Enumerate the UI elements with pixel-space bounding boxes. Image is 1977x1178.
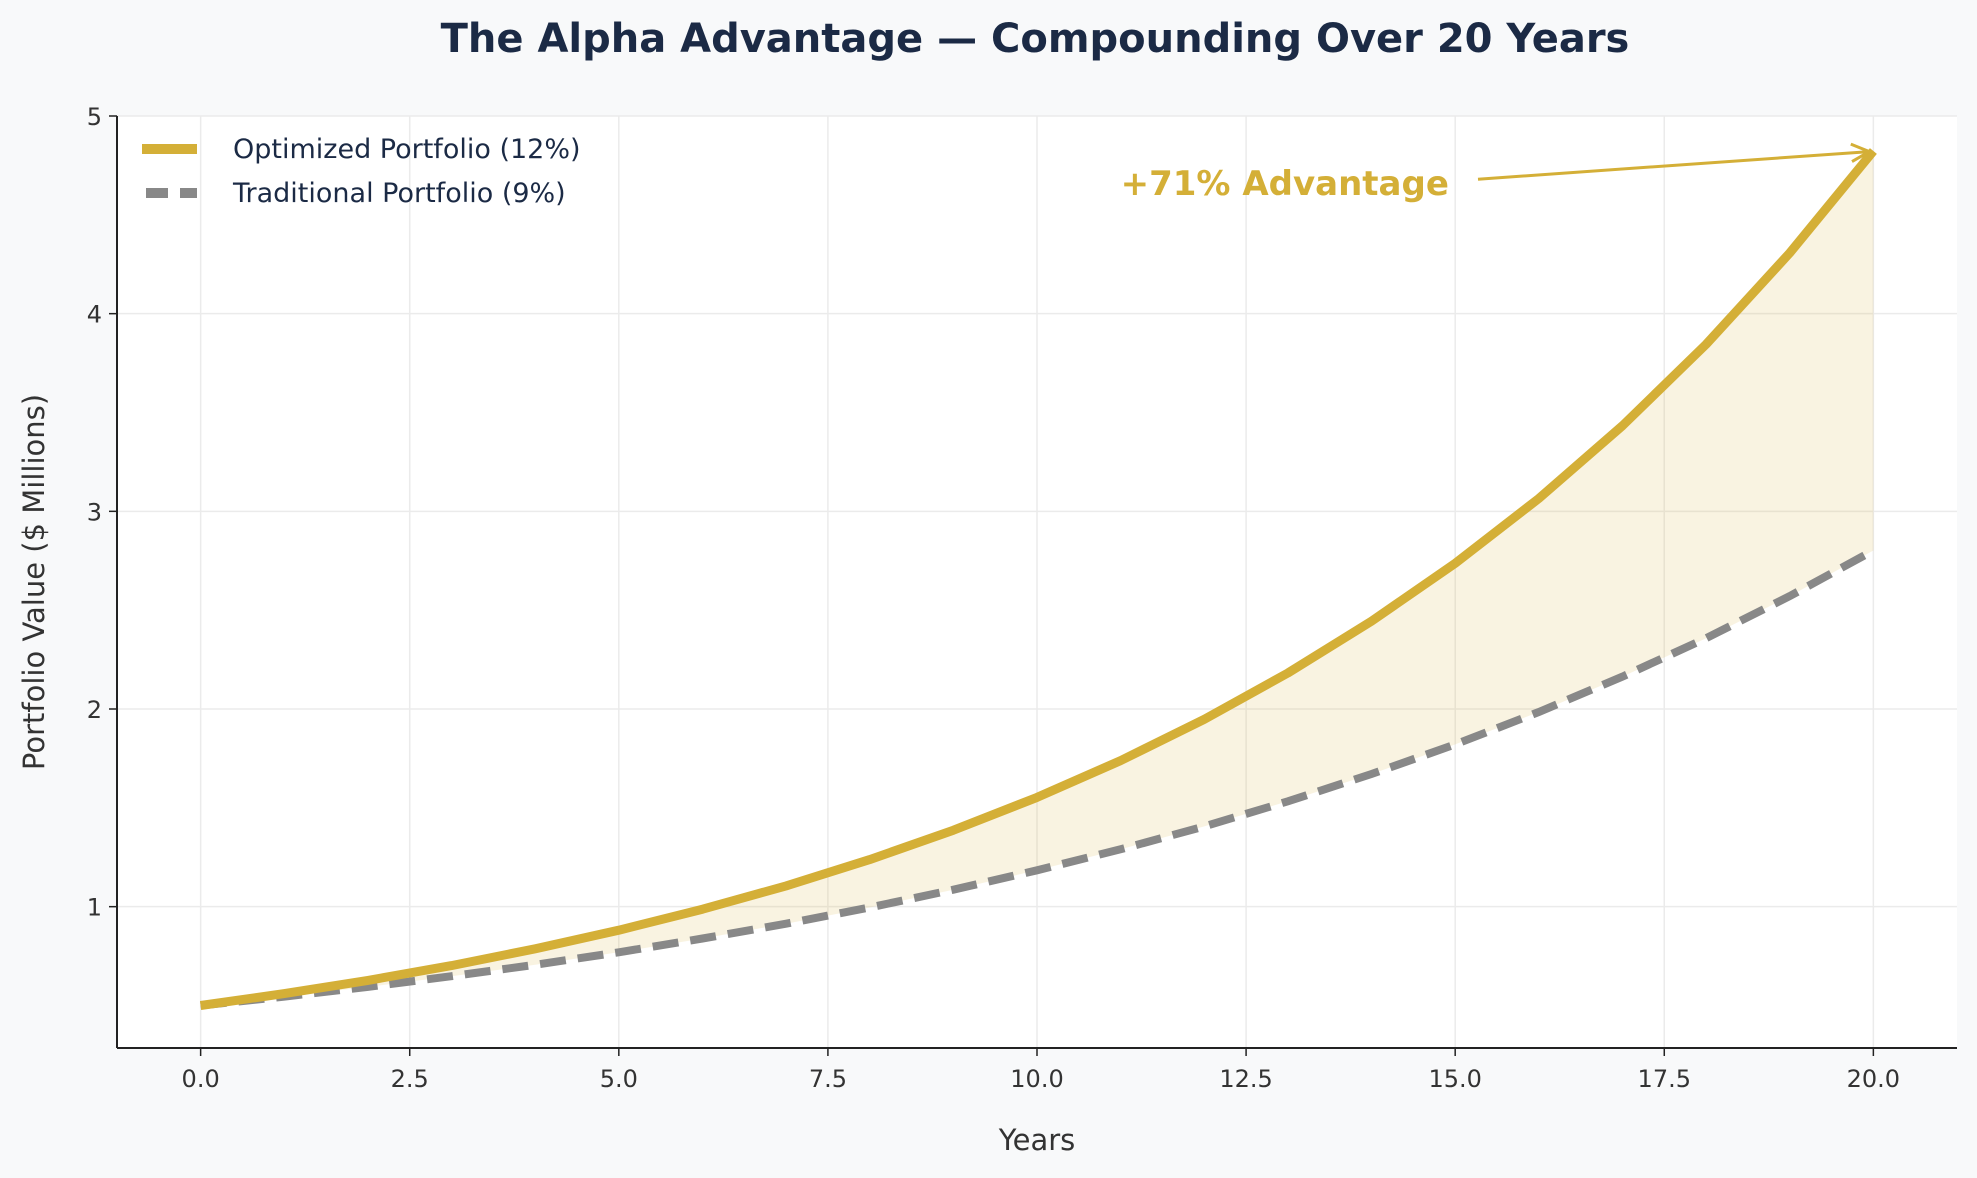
annotation-text: +71% Advantage — [1121, 164, 1449, 204]
advantage-fill-area — [200, 151, 1874, 1006]
legend: Optimized Portfolio (12%) Traditional Po… — [142, 134, 581, 209]
x-tick-label: 7.5 — [809, 1065, 847, 1093]
grid — [117, 115, 1957, 1048]
x-tick-label: 17.5 — [1638, 1065, 1691, 1093]
legend-label-traditional: Traditional Portfolio (9%) — [232, 178, 566, 209]
x-ticks: 0.0 2.5 5.0 7.5 10.0 12.5 15.0 17.5 20.0 — [182, 1048, 1900, 1093]
legend-label-optimized: Optimized Portfolio (12%) — [233, 134, 581, 165]
series-line-traditional — [200, 546, 1876, 1010]
y-ticks: 1 2 3 4 5 — [87, 103, 117, 922]
y-tick-label: 1 — [87, 894, 102, 922]
x-tick-label: 10.0 — [1010, 1065, 1063, 1093]
y-tick-label: 2 — [87, 696, 102, 724]
x-tick-label: 15.0 — [1428, 1065, 1481, 1093]
x-tick-label: 0.0 — [182, 1065, 220, 1093]
y-tick-label: 4 — [87, 301, 102, 329]
y-tick-label: 3 — [87, 498, 102, 526]
x-tick-label: 5.0 — [600, 1065, 638, 1093]
y-tick-label: 5 — [87, 103, 102, 131]
y-axis-label: Portfolio Value ($ Millions) — [17, 394, 51, 770]
x-tick-label: 12.5 — [1219, 1065, 1272, 1093]
chart-title: The Alpha Advantage — Compounding Over 2… — [441, 16, 1630, 62]
annotation: +71% Advantage — [1121, 142, 1873, 204]
x-axis-label: Years — [998, 1123, 1076, 1157]
annotation-arrowhead — [1850, 142, 1873, 163]
x-tick-label: 2.5 — [391, 1065, 429, 1093]
series-line-optimized — [199, 148, 1877, 1010]
annotation-arrow — [1477, 150, 1870, 181]
x-tick-label: 20.0 — [1847, 1065, 1900, 1093]
